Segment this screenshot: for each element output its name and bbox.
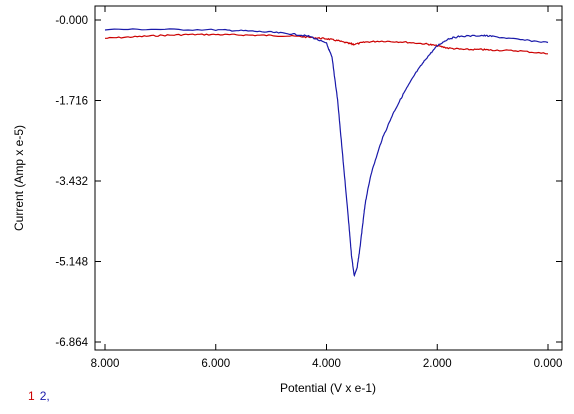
x-tick-label: 8.000 (91, 358, 120, 370)
y-tick-label: -5.148 (55, 257, 88, 269)
legend-entry-1: 1 (28, 389, 35, 403)
y-axis: -0.000 -1.716 -3.432 -5.148 -6.864 (55, 15, 562, 349)
y-axis-title: Current (Amp x e-5) (12, 125, 26, 231)
y-tick-label: -0.000 (55, 15, 88, 27)
plot-area (94, 5, 563, 351)
x-tick-label: 2.000 (423, 358, 452, 370)
y-tick-label: -3.432 (55, 176, 88, 188)
x-tick-label: 4.000 (312, 358, 341, 370)
legend: 1 2, (28, 389, 55, 403)
series-line-2 (104, 28, 549, 278)
x-axis: 8.000 6.000 4.000 2.000 0.000 (91, 6, 563, 370)
x-tick-label: 6.000 (201, 358, 230, 370)
series-layer (104, 28, 549, 278)
series-line-1 (105, 33, 548, 55)
legend-entry-2: 2, (39, 389, 50, 403)
y-tick-label: -6.864 (55, 337, 88, 349)
x-tick-label: 0.000 (534, 358, 563, 370)
x-axis-title: Potential (V x e-1) (280, 381, 376, 395)
y-tick-label: -1.716 (55, 96, 88, 108)
